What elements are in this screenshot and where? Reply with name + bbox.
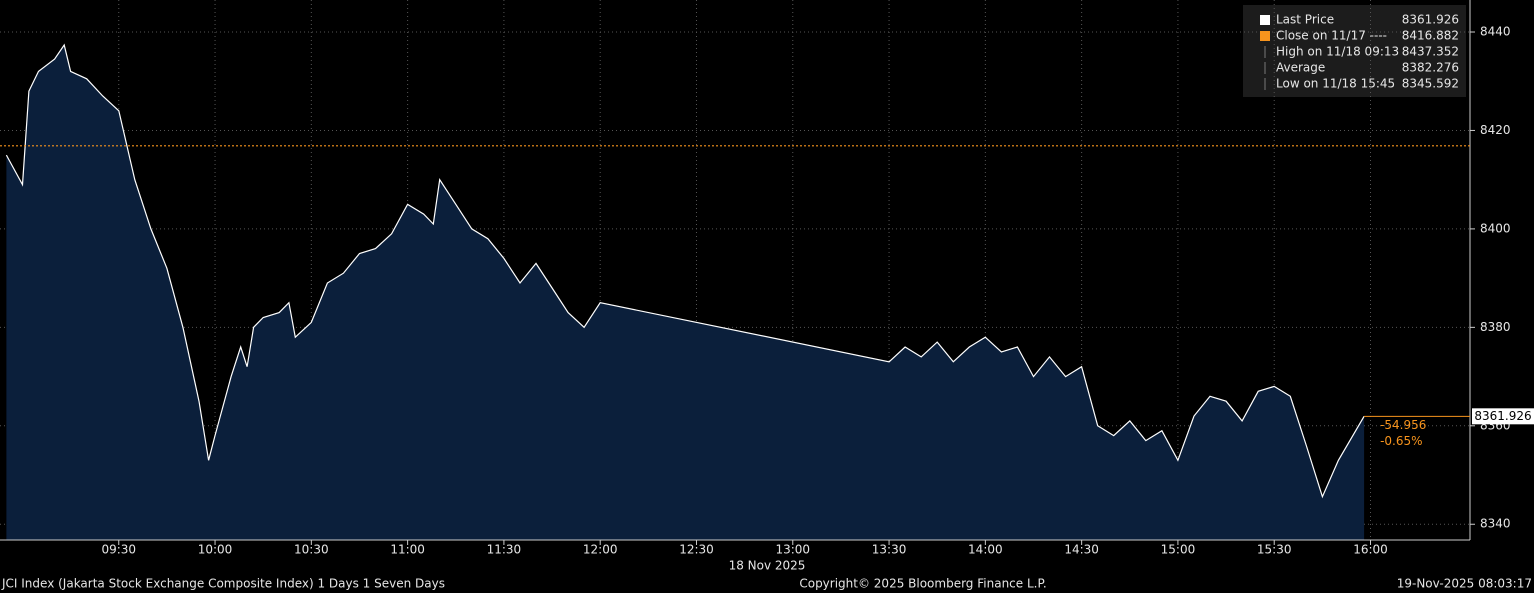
y-tick-label: 8420 [1480,123,1511,137]
x-tick-label: 16:00 [1353,543,1388,557]
area [6,45,1365,540]
legend-box [1243,5,1466,97]
footer-left: JCI Index (Jakarta Stock Exchange Compos… [1,577,445,591]
change-percent: -0.65% [1380,434,1422,448]
last-price-box [1472,408,1534,425]
legend-label: High on 11/18 09:13 [1276,45,1399,59]
footer-center: Copyright© 2025 Bloomberg Finance L.P. [799,577,1046,591]
legend-value: 8382.276 [1402,61,1459,75]
legend-value: 8437.352 [1402,45,1459,59]
x-tick-label: 12:30 [679,543,714,557]
last-price-label: 8361.926 [1474,409,1531,423]
legend-value: 8361.926 [1402,13,1459,27]
x-tick-label: 14:30 [1064,543,1099,557]
x-tick-label: 11:30 [487,543,522,557]
y-tick-label: 8380 [1480,320,1511,334]
x-tick-label: 14:00 [968,543,1003,557]
legend-label: Close on 11/17 ---- [1276,29,1387,43]
x-axis-label: 18 Nov 2025 [729,559,806,573]
legend-label: Last Price [1276,13,1334,27]
legend-swatch [1260,31,1270,41]
x-tick-label: 15:00 [1161,543,1196,557]
y-tick-label: 8340 [1480,517,1511,531]
y-tick-label: 8400 [1480,221,1511,235]
footer-right: 19-Nov-2025 08:03:17 [1397,577,1532,591]
legend-value: 8416.882 [1402,29,1459,43]
x-tick-label: 10:00 [198,543,233,557]
x-tick-label: 13:00 [775,543,810,557]
x-tick-label: 11:00 [390,543,425,557]
line [5,43,1365,499]
x-tick-label: 12:00 [583,543,618,557]
change-value: -54.956 [1380,418,1426,432]
x-tick-label: 09:30 [101,543,136,557]
x-tick-label: 13:30 [872,543,907,557]
legend-label: Average [1276,61,1325,75]
y-tick-label: 8440 [1480,24,1511,38]
legend-value: 8345.592 [1402,77,1459,91]
legend-label: Low on 11/18 15:45 [1276,77,1395,91]
legend-swatch [1260,15,1270,25]
x-tick-label: 10:30 [294,543,329,557]
x-tick-label: 15:30 [1257,543,1292,557]
